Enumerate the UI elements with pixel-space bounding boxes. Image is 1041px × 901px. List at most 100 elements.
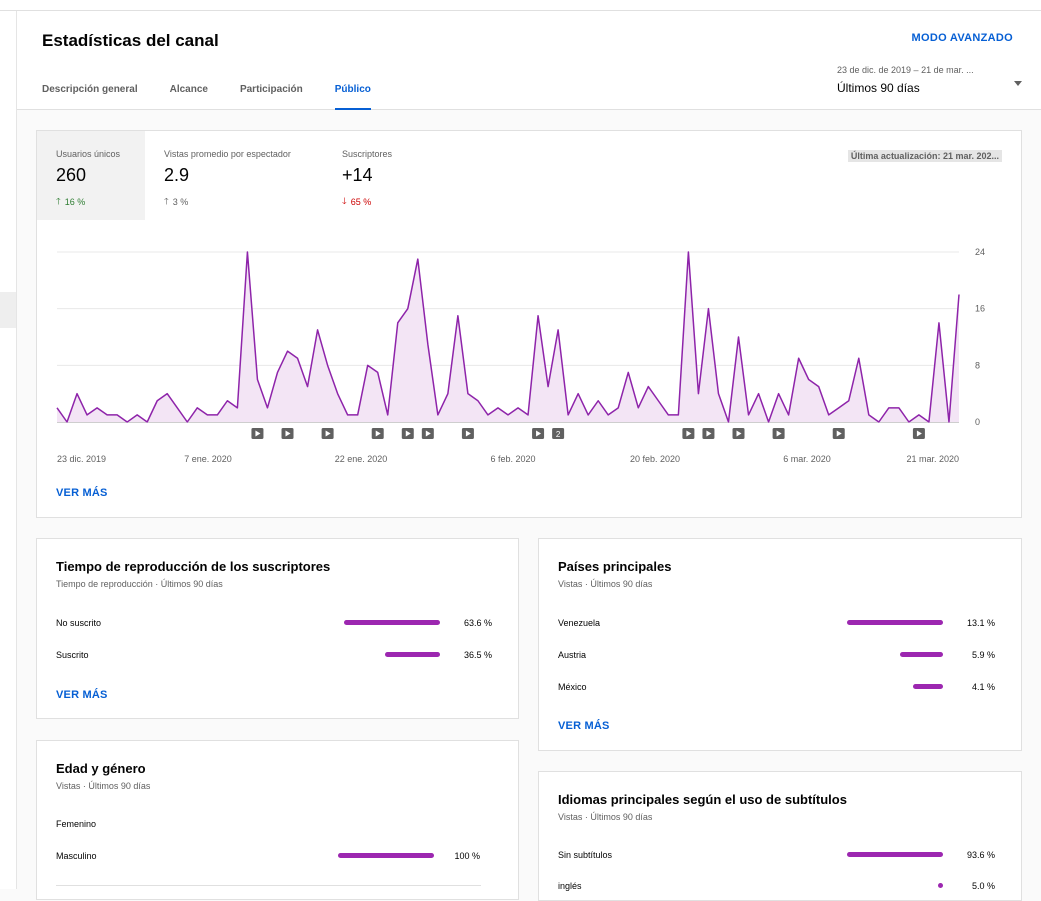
- x-tick-label: 21 mar. 2020: [906, 454, 959, 464]
- row-value: 36.5 %: [463, 650, 492, 660]
- percent-bar: [938, 883, 943, 888]
- video-marker: [552, 428, 565, 439]
- metric-change: 16 %: [64, 197, 86, 207]
- list-item: No suscrito 63.6 %: [56, 618, 492, 632]
- percent-bar: [338, 853, 434, 858]
- list-item: Suscrito 36.5 %: [56, 650, 492, 664]
- card-title: Idiomas principales según el uso de subt…: [558, 792, 847, 807]
- page-title: Estadísticas del canal: [42, 31, 219, 50]
- y-tick-label: 0: [975, 417, 980, 427]
- tab-engagement[interactable]: Participación: [239, 84, 303, 95]
- see-more-button[interactable]: VER MÁS: [558, 720, 610, 732]
- row-label: Venezuela: [558, 618, 601, 628]
- card-subtitle: Vistas · Últimos 90 días: [558, 812, 653, 822]
- row-label: Austria: [558, 650, 587, 660]
- see-more-button[interactable]: VER MÁS: [56, 487, 108, 499]
- y-tick-label: 16: [975, 304, 985, 314]
- play-icon: [405, 430, 411, 437]
- list-item: Masculino 100 %: [56, 851, 480, 865]
- metric-label: Suscriptores: [342, 149, 393, 159]
- series-area: [57, 252, 959, 422]
- play-icon: [536, 430, 542, 437]
- row-label: Sin subtítulos: [558, 850, 613, 860]
- y-tick-label: 24: [975, 247, 985, 257]
- play-icon: [285, 430, 291, 437]
- list-item: Austria 5.9 %: [558, 650, 995, 664]
- play-icon: [836, 430, 842, 437]
- row-label: Femenino: [56, 819, 97, 829]
- percent-bar: [385, 652, 440, 657]
- divider: [56, 885, 481, 886]
- video-marker-count: 2: [556, 430, 561, 439]
- arrow-up-icon: 🡑: [164, 196, 169, 206]
- date-range-label: Últimos 90 días: [837, 81, 920, 95]
- advanced-mode-button[interactable]: MODO AVANZADO: [911, 32, 1013, 44]
- views-chart: 0 8 16 24 2 23 dic. 2019 7 ene. 2020 22 ene. 20…: [56, 247, 985, 464]
- row-value: 4.1 %: [971, 682, 995, 692]
- card-title: Tiempo de reproducción de los suscriptor…: [56, 559, 331, 574]
- tab-audience[interactable]: Público: [334, 84, 372, 110]
- metric-subscribers[interactable]: Suscriptores +14 🡓 65 %: [323, 131, 443, 220]
- caret-down-icon: [1014, 81, 1022, 86]
- metric-unique-viewers[interactable]: Usuarios únicos 260 🡑 16 %: [37, 131, 145, 220]
- play-icon: [255, 430, 261, 437]
- play-icon: [776, 430, 782, 437]
- row-label: Masculino: [56, 851, 97, 861]
- percent-bar: [900, 652, 943, 657]
- row-value: 93.6 %: [966, 850, 995, 860]
- card-subtitle: Vistas · Últimos 90 días: [558, 579, 653, 589]
- metric-label: Vistas promedio por espectador: [164, 149, 291, 159]
- row-value: 5.9 %: [971, 650, 995, 660]
- tab-reach[interactable]: Alcance: [169, 84, 208, 95]
- play-icon: [425, 430, 431, 437]
- play-icon: [916, 430, 922, 437]
- date-range-selector[interactable]: 23 de dic. de 2019 – 21 de mar. ... Últi…: [837, 65, 1022, 101]
- percent-bar: [344, 620, 440, 625]
- card-subtitle: Tiempo de reproducción · Últimos 90 días: [56, 579, 223, 589]
- tab-bar: Descripción general Alcance Participació…: [42, 84, 372, 110]
- metric-label: Usuarios únicos: [56, 149, 121, 159]
- play-icon: [686, 430, 692, 437]
- x-tick-label: 22 ene. 2020: [335, 454, 388, 464]
- list-item: Femenino: [56, 819, 480, 833]
- play-icon: [706, 430, 712, 437]
- metric-value: 2.9: [164, 165, 190, 185]
- metric-value: 260: [56, 165, 87, 185]
- row-label: México: [558, 682, 587, 692]
- last-update-badge: Última actualización: 21 mar. 202...: [847, 150, 1002, 162]
- page-header: Estadísticas del canal MODO AVANZADO Des…: [17, 11, 1041, 110]
- metric-value: +14: [342, 165, 373, 185]
- metric-avg-views[interactable]: Vistas promedio por espectador 2.9 🡑 3 %: [145, 131, 323, 220]
- subscriber-watch-card: Tiempo de reproducción de los suscriptor…: [36, 538, 519, 719]
- subtitle-languages-card: Idiomas principales según el uso de subt…: [538, 771, 1022, 901]
- row-value: 5.0 %: [971, 881, 995, 891]
- top-countries-card: Países principales Vistas · Últimos 90 d…: [538, 538, 1022, 751]
- list-item: Venezuela 13.1 %: [558, 618, 995, 632]
- percent-bar: [847, 620, 943, 625]
- arrow-up-icon: 🡑: [56, 196, 61, 206]
- arrow-down-icon: 🡓: [342, 196, 347, 206]
- top-bar: [0, 0, 1041, 11]
- x-tick-label: 20 feb. 2020: [630, 454, 680, 464]
- list-item: inglés 5.0 %: [558, 881, 995, 895]
- card-title: Edad y género: [56, 761, 146, 776]
- card-title: Países principales: [558, 559, 672, 574]
- row-value: 63.6 %: [463, 618, 492, 628]
- tab-overview[interactable]: Descripción general: [42, 84, 138, 95]
- x-tick-label: 6 feb. 2020: [490, 454, 535, 464]
- percent-bar: [847, 852, 943, 857]
- card-subtitle: Vistas · Últimos 90 días: [56, 781, 151, 791]
- date-range-dates: 23 de dic. de 2019 – 21 de mar. ...: [837, 65, 974, 75]
- percent-bar: [913, 684, 943, 689]
- row-value: 100 %: [454, 851, 480, 861]
- audience-overview-card: Usuarios únicos 260 🡑 16 % Vistas promedi…: [36, 130, 1022, 518]
- series-line: [56, 251, 960, 423]
- y-tick-label: 8: [975, 360, 980, 370]
- play-icon: [465, 430, 471, 437]
- row-label: No suscrito: [56, 618, 102, 628]
- metric-change: 65 %: [350, 197, 372, 207]
- see-more-button[interactable]: VER MÁS: [56, 689, 108, 701]
- row-label: inglés: [558, 881, 582, 891]
- sidebar-selected-item[interactable]: [0, 292, 16, 328]
- left-sidebar: [0, 11, 17, 889]
